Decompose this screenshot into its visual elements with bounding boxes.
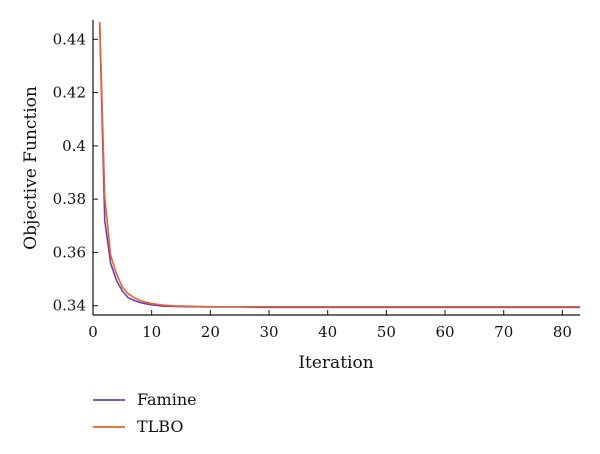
y-tick-label: 0.4 xyxy=(62,137,86,155)
y-tick-label: 0.44 xyxy=(53,30,86,48)
legend-label-famine: Famine xyxy=(137,390,197,409)
series-line-tlbo xyxy=(98,22,580,308)
x-ticks: 0 10 20 30 40 50 60 70 80 xyxy=(88,310,572,341)
legend: Famine TLBO xyxy=(93,390,197,436)
y-tick-label: 0.38 xyxy=(53,190,86,208)
axes xyxy=(92,20,580,316)
x-tick-label: 30 xyxy=(259,323,278,341)
legend-label-tlbo: TLBO xyxy=(137,417,183,436)
x-tick-label: 40 xyxy=(318,323,337,341)
x-tick-label: 0 xyxy=(88,323,98,341)
y-tick-label: 0.36 xyxy=(53,243,86,261)
x-tick-label: 50 xyxy=(377,323,396,341)
x-tick-label: 70 xyxy=(494,323,513,341)
x-tick-label: 10 xyxy=(142,323,161,341)
y-tick-label: 0.34 xyxy=(53,297,86,315)
y-tick-label: 0.42 xyxy=(53,84,86,102)
x-tick-label: 80 xyxy=(553,323,572,341)
y-axis-title: Objective Function xyxy=(21,86,41,250)
x-tick-label: 20 xyxy=(201,323,220,341)
x-axis-title: Iteration xyxy=(298,353,373,373)
plot-series xyxy=(98,22,580,309)
series-line-famine xyxy=(98,22,580,309)
y-ticks: 0.34 0.36 0.38 0.4 0.42 0.44 xyxy=(53,30,98,315)
x-tick-label: 60 xyxy=(436,323,455,341)
